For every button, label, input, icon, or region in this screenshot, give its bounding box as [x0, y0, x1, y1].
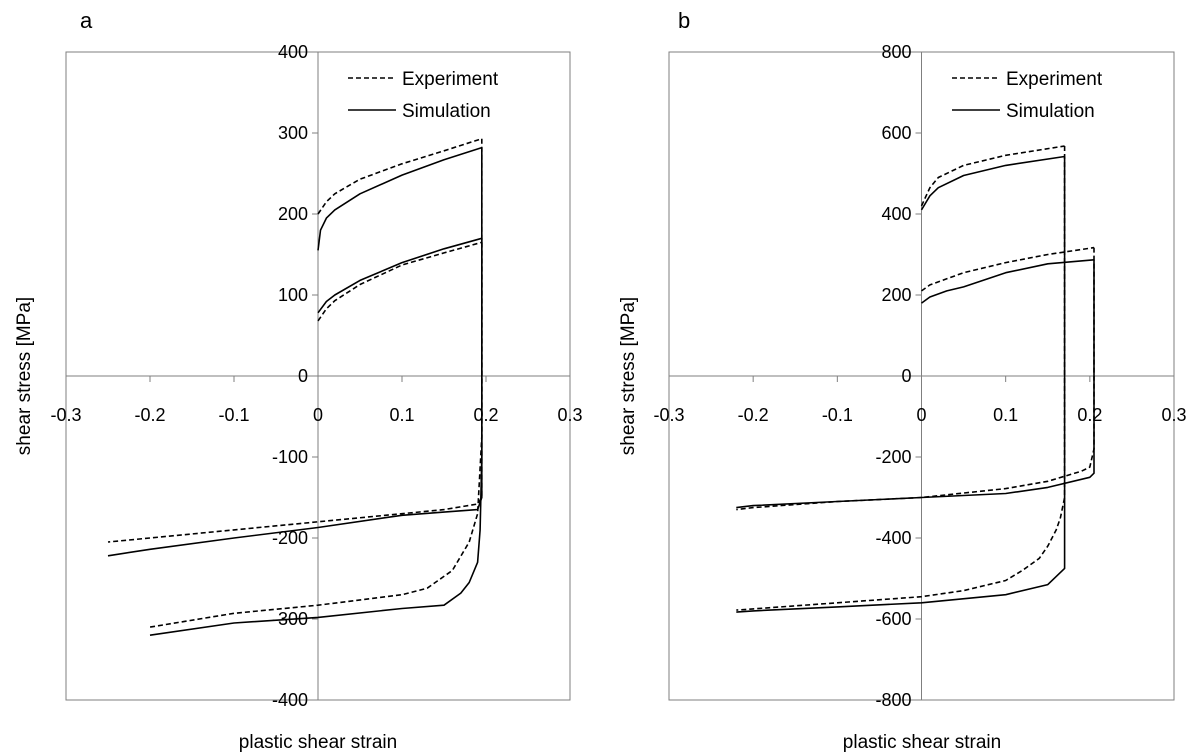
experiment-line: [317, 137, 483, 215]
experiment-line: [920, 145, 1065, 207]
legend: Experiment Simulation: [952, 69, 1103, 122]
x-tick-label: 0: [916, 405, 926, 425]
simulation-line: [736, 259, 1095, 509]
experiment-line: [317, 241, 483, 322]
y-axis-title: shear stress [MPa]: [618, 297, 639, 455]
simulation-line: [736, 156, 1066, 613]
y-tick-label: -100: [272, 447, 308, 467]
y-tick-label: -600: [875, 609, 911, 629]
simulation-line: [149, 238, 483, 636]
legend-label: Experiment: [1006, 69, 1103, 90]
y-tick-label: 600: [881, 123, 911, 143]
simulation-series: [736, 155, 1095, 613]
legend-label: Simulation: [402, 101, 491, 122]
y-tick-label: -200: [272, 528, 308, 548]
panel-letter: b: [678, 8, 690, 33]
y-tick-label: 100: [278, 285, 308, 305]
simulation-line: [317, 146, 483, 251]
legend-label: Experiment: [402, 69, 499, 90]
x-tick-label: 0.1: [993, 405, 1018, 425]
experiment-line: [921, 246, 1095, 292]
simulation-line: [317, 237, 483, 314]
simulation-series: [107, 146, 483, 636]
y-tick-label: 200: [278, 204, 308, 224]
x-tick-label: 0.2: [473, 405, 498, 425]
y-tick-label: 400: [278, 42, 308, 62]
panel-a: a -0.3 -0.2 -0.1 0 0.1 0.2 0.3 400 300 200 100 0 -100…: [14, 8, 583, 753]
y-tick-label: 800: [881, 42, 911, 62]
y-tick-label: 400: [881, 204, 911, 224]
x-axis-title: plastic shear strain: [239, 732, 397, 753]
experiment-line: [107, 138, 483, 543]
y-tick-label: 0: [298, 366, 308, 386]
y-tick-label: -200: [875, 447, 911, 467]
y-tick-label: -400: [875, 528, 911, 548]
simulation-line: [920, 155, 1065, 211]
y-axis-title: shear stress [MPa]: [14, 297, 35, 455]
x-tick-label: 0.1: [389, 405, 414, 425]
y-tick-label: 0: [901, 366, 911, 386]
x-tick-label: -0.2: [738, 405, 769, 425]
y-tick-label: -400: [272, 690, 308, 710]
experiment-line: [736, 146, 1066, 611]
x-tick-label: -0.2: [134, 405, 165, 425]
panel-b: b -0.3 -0.2 -0.1 0 0.1 0.2 0.3 800 600 400 200 0 -200…: [618, 8, 1187, 753]
x-tick-label: 0.3: [1161, 405, 1186, 425]
simulation-line: [921, 259, 1095, 304]
x-tick-label: -0.1: [822, 405, 853, 425]
experiment-series: [736, 145, 1095, 611]
experiment-line: [149, 242, 483, 628]
x-tick-label: 0.2: [1077, 405, 1102, 425]
y-tick-label: 300: [278, 123, 308, 143]
x-tick-label: 0: [313, 405, 323, 425]
experiment-line: [736, 247, 1095, 511]
x-tick-label: -0.1: [218, 405, 249, 425]
x-tick-label: 0.3: [557, 405, 582, 425]
x-tick-label: -0.3: [653, 405, 684, 425]
legend-label: Simulation: [1006, 101, 1095, 122]
y-tick-label: 200: [881, 285, 911, 305]
x-axis-title: plastic shear strain: [843, 732, 1001, 753]
x-tick-label: -0.3: [50, 405, 81, 425]
panel-letter: a: [80, 8, 93, 33]
y-tick-label: -800: [875, 690, 911, 710]
legend: Experiment Simulation: [348, 69, 499, 122]
